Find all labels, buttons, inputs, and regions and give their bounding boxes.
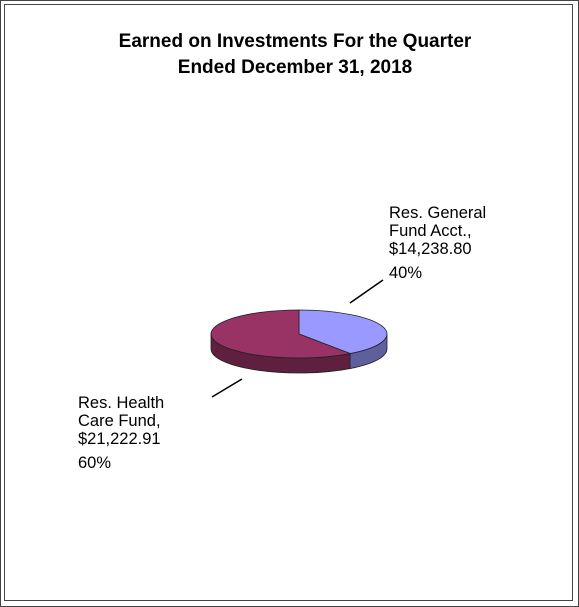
slice-label-general-line-1: Res. General [389, 204, 487, 222]
pie-slice-1 [210, 309, 352, 359]
leader-line-general [349, 279, 384, 304]
slice-label-health-line-3: $21,222.91 [78, 430, 161, 448]
slice-percent-health: 60% [78, 454, 112, 472]
pie-slice-0 [298, 309, 388, 354]
chart-title-line-2: Ended December 31, 2018 [177, 57, 413, 78]
slice-label-general-line-3: $14,238.80 [389, 240, 472, 258]
pie-group [210, 309, 388, 374]
slice-label-health: Res. Health Care Fund, $21,222.91 60% [78, 394, 164, 472]
slice-label-general-line-2: Fund Acct., [389, 222, 472, 240]
slice-label-health-line-1: Res. Health [78, 394, 165, 412]
slice-label-general: Res. General Fund Acct., $14,238.80 40% [389, 204, 486, 282]
chart-inner-border [4, 4, 573, 601]
slice-label-health-line-2: Care Fund, [78, 412, 161, 430]
chart-title-line-1: Earned on Investments For the Quarter [118, 31, 472, 52]
leader-line-health [211, 378, 243, 398]
slice-percent-general: 40% [389, 264, 423, 282]
